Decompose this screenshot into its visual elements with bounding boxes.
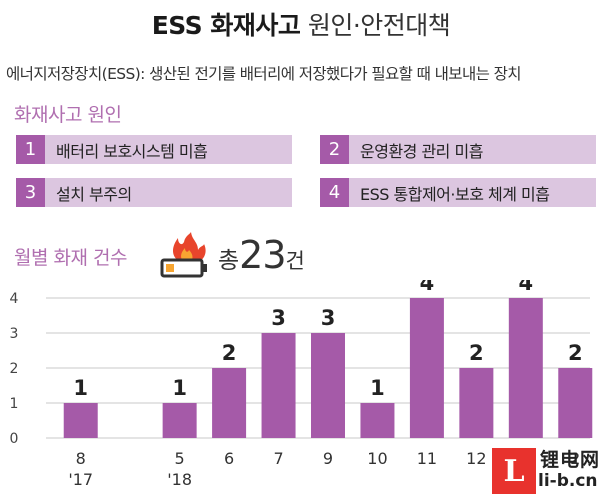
cause-number: 3: [16, 178, 45, 207]
total-unit: 건: [285, 249, 305, 273]
cause-item-2: 2 운영환경 관리 미흡: [320, 135, 596, 164]
y-tick-label: 4: [10, 291, 19, 307]
title-bold: ESS 화재사고: [151, 11, 301, 40]
title-light: 원인·안전대책: [307, 11, 451, 40]
cause-number: 1: [16, 135, 45, 164]
total-count: 총23건: [218, 233, 305, 277]
data-label: 2: [222, 341, 237, 365]
monthly-section-title: 월별 화재 건수: [14, 247, 127, 269]
fire-battery-icon: [160, 232, 207, 278]
x-tick-label: 11: [417, 449, 437, 468]
watermark: L 锂电网 li-b.cn: [492, 444, 602, 496]
y-tick-label: 1: [10, 396, 19, 412]
x-tick-label: 7: [273, 449, 283, 468]
cause-label: 운영환경 관리 미흡: [360, 141, 483, 161]
bar: [459, 368, 494, 438]
data-label: 1: [73, 376, 88, 400]
bar: [409, 298, 444, 438]
x-tick-label: 9: [323, 449, 333, 468]
total-prefix: 총: [218, 248, 240, 274]
x-tick-label: 5: [175, 449, 185, 468]
bar: [558, 368, 593, 438]
bar: [162, 403, 197, 438]
causes-section-title: 화재사고 원인: [14, 104, 122, 126]
bar: [212, 368, 247, 438]
data-label: 4: [519, 280, 534, 295]
data-label: 3: [321, 306, 336, 330]
bar: [261, 333, 296, 438]
bar: [63, 403, 98, 438]
total-value: 23: [239, 233, 286, 277]
x-tick-label: 10: [367, 449, 387, 468]
data-label: 2: [469, 341, 484, 365]
cause-label: 배터리 보호시스템 미흡: [56, 141, 208, 161]
x-year-label: '18: [167, 470, 192, 489]
x-year-label: '17: [68, 470, 93, 489]
bar: [360, 403, 395, 438]
watermark-logo: L: [492, 448, 536, 494]
y-tick-label: 2: [10, 361, 19, 377]
data-label: 1: [172, 376, 187, 400]
cause-item-1: 1 배터리 보호시스템 미흡: [16, 135, 292, 164]
page-title: ESS 화재사고 원인·안전대책: [0, 6, 602, 42]
y-tick-label: 0: [10, 431, 19, 447]
cause-item-3: 3 설치 부주의: [16, 178, 292, 207]
bar: [311, 333, 345, 438]
cause-number: 4: [320, 178, 349, 207]
watermark-cn-text: 锂电网: [540, 449, 601, 471]
data-label: 2: [568, 341, 583, 365]
cause-number: 2: [320, 135, 349, 164]
x-tick-label: 8: [76, 449, 86, 468]
data-label: 3: [271, 306, 286, 330]
watermark-url: li-b.cn: [538, 471, 598, 491]
x-tick-label: 6: [224, 449, 234, 468]
subtitle: 에너지저장장치(ESS): 생산된 전기를 배터리에 저장했다가 필요할 때 내…: [6, 65, 522, 83]
cause-label: ESS 통합제어·보호 체계 미흡: [360, 184, 550, 204]
bar: [508, 298, 543, 438]
cause-item-4: 4 ESS 통합제어·보호 체계 미흡: [320, 178, 596, 207]
cause-label: 설치 부주의: [56, 184, 132, 204]
x-tick-label: 2: [570, 449, 580, 468]
data-label: 1: [370, 376, 385, 400]
data-label: 4: [420, 280, 435, 295]
y-tick-label: 3: [10, 326, 19, 342]
x-tick-label: 12: [466, 449, 486, 468]
